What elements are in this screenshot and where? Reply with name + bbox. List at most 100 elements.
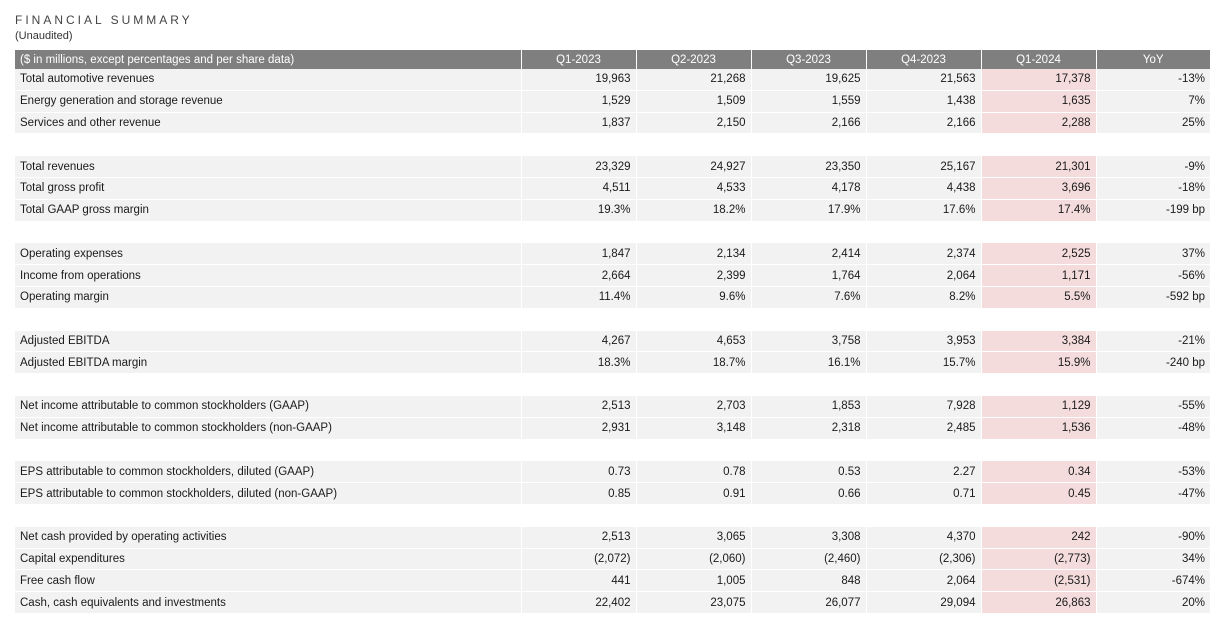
row-label: Total automotive revenues	[15, 69, 522, 91]
value-cell: 1,005	[636, 569, 752, 593]
value-cell: 8.2%	[866, 286, 982, 309]
highlight-value-cell: 1,171	[981, 264, 1097, 287]
value-cell: 17.6%	[866, 199, 982, 222]
value-cell: (2,306)	[866, 548, 982, 571]
highlight-value-cell: 2,525	[981, 242, 1097, 266]
value-cell: 2,513	[521, 526, 637, 549]
row-label: Income from operations	[15, 264, 522, 287]
value-cell: 0.78	[636, 460, 752, 484]
table-row: Total GAAP gross margin 19.3% 18.2% 17.9% 17…	[15, 199, 1210, 222]
value-cell: 1,529	[521, 90, 637, 113]
value-cell: 23,075	[636, 591, 752, 614]
highlight-value-cell: 17,378	[981, 69, 1097, 91]
value-cell: 17.9%	[751, 199, 867, 222]
value-cell: 2,931	[521, 417, 637, 440]
yoy-cell: 20%	[1096, 591, 1210, 614]
group-spacer	[15, 308, 1210, 331]
table-row: Free cash flow 441 1,005 848 2,064 (2,531) -67…	[15, 569, 1210, 593]
yoy-cell: -9%	[1096, 155, 1210, 178]
yoy-cell: 25%	[1096, 112, 1210, 135]
row-label: Net income attributable to common stockh…	[15, 417, 522, 440]
value-cell: 3,065	[636, 526, 752, 549]
table-row: Adjusted EBITDA 4,267 4,653 3,758 3,953 3,384…	[15, 330, 1210, 353]
table-row: Net income attributable to common stockh…	[15, 417, 1210, 440]
column-header-q2-2023: Q2-2023	[636, 50, 752, 69]
highlight-value-cell: (2,531)	[981, 569, 1097, 593]
table-row: Net cash provided by operating activitie…	[15, 526, 1210, 549]
table-row: EPS attributable to common stockholders,…	[15, 482, 1210, 505]
table-body: Total automotive revenues 19,963 21,268 19,…	[15, 69, 1210, 614]
column-header-q3-2023: Q3-2023	[751, 50, 867, 69]
yoy-cell: 7%	[1096, 90, 1210, 113]
column-header-yoy: YoY	[1096, 50, 1210, 69]
spacer-cell	[15, 504, 1210, 527]
row-label: EPS attributable to common stockholders,…	[15, 460, 522, 484]
spacer-cell	[15, 439, 1210, 462]
highlight-value-cell: 26,863	[981, 591, 1097, 614]
row-label: Cash, cash equivalents and investments	[15, 591, 522, 614]
yoy-cell: -56%	[1096, 264, 1210, 287]
yoy-cell: -240 bp	[1096, 351, 1210, 375]
value-cell: 18.7%	[636, 351, 752, 375]
value-cell: 2,664	[521, 264, 637, 287]
value-cell: 2,703	[636, 395, 752, 418]
value-cell: 3,148	[636, 417, 752, 440]
value-cell: 9.6%	[636, 286, 752, 309]
value-cell: 0.85	[521, 482, 637, 505]
value-cell: 2,414	[751, 242, 867, 266]
value-cell: 0.71	[866, 482, 982, 505]
value-cell: 4,653	[636, 330, 752, 353]
highlight-value-cell: 21,301	[981, 155, 1097, 178]
value-cell: 3,308	[751, 526, 867, 549]
highlight-value-cell: 2,288	[981, 112, 1097, 135]
highlight-value-cell: 1,536	[981, 417, 1097, 440]
value-cell: 15.7%	[866, 351, 982, 375]
group-spacer	[15, 221, 1210, 244]
highlight-value-cell: 3,696	[981, 177, 1097, 200]
financial-summary-table: ($ in millions, except percentages and p…	[15, 50, 1210, 614]
highlight-value-cell: 242	[981, 526, 1097, 549]
value-cell: 3,758	[751, 330, 867, 353]
row-label: Net income attributable to common stockh…	[15, 395, 522, 418]
value-cell: 2,134	[636, 242, 752, 266]
group-spacer	[15, 373, 1210, 396]
value-cell: 4,438	[866, 177, 982, 200]
value-cell: 2,374	[866, 242, 982, 266]
row-label: Total GAAP gross margin	[15, 199, 522, 222]
group-spacer	[15, 133, 1210, 157]
group-spacer	[15, 504, 1210, 527]
value-cell: 1,509	[636, 90, 752, 113]
row-label: Net cash provided by operating activitie…	[15, 526, 522, 549]
value-cell: 18.2%	[636, 199, 752, 222]
table-row: Income from operations 2,664 2,399 1,764 2,0…	[15, 264, 1210, 287]
spacer-cell	[15, 221, 1210, 244]
table-row: Total automotive revenues 19,963 21,268 19,…	[15, 69, 1210, 91]
value-cell: 441	[521, 569, 637, 593]
value-cell: 18.3%	[521, 351, 637, 375]
value-cell: 2,399	[636, 264, 752, 287]
highlight-value-cell: (2,773)	[981, 548, 1097, 571]
highlight-value-cell: 1,635	[981, 90, 1097, 113]
table-row: Operating margin 11.4% 9.6% 7.6% 8.2% 5.5% -59…	[15, 286, 1210, 309]
value-cell: (2,072)	[521, 548, 637, 571]
table-row: Cash, cash equivalents and investments 22…	[15, 591, 1210, 614]
table-row: Net income attributable to common stockh…	[15, 395, 1210, 418]
value-cell: (2,460)	[751, 548, 867, 571]
table-row: Capital expenditures (2,072) (2,060) (2,460…	[15, 548, 1210, 571]
yoy-cell: -18%	[1096, 177, 1210, 200]
value-cell: 29,094	[866, 591, 982, 614]
value-cell: 25,167	[866, 155, 982, 178]
value-cell: 3,953	[866, 330, 982, 353]
value-cell: 0.73	[521, 460, 637, 484]
yoy-cell: -55%	[1096, 395, 1210, 418]
table-row: Total revenues 23,329 24,927 23,350 25,167 21…	[15, 155, 1210, 178]
value-cell: 19,963	[521, 69, 637, 91]
value-cell: 2,166	[866, 112, 982, 135]
value-cell: 23,329	[521, 155, 637, 178]
value-cell: 2,064	[866, 264, 982, 287]
table-row: Services and other revenue 1,837 2,150 2,16…	[15, 112, 1210, 135]
table-row: Total gross profit 4,511 4,533 4,178 4,438 3,…	[15, 177, 1210, 200]
value-cell: 848	[751, 569, 867, 593]
row-label: Adjusted EBITDA	[15, 330, 522, 353]
highlight-value-cell: 1,129	[981, 395, 1097, 418]
